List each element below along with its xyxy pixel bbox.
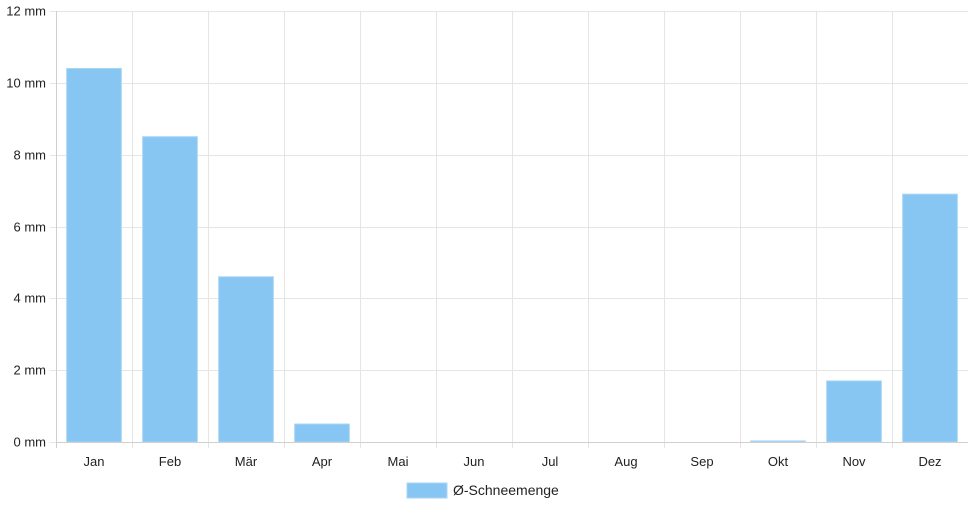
x-tick-label: Feb	[159, 454, 181, 469]
bar-Dez[interactable]	[902, 193, 958, 443]
y-tick-label: 4 mm	[14, 291, 47, 306]
x-tick-label: Mai	[388, 454, 409, 469]
grid-lines	[50, 11, 968, 448]
x-tick-label: Jun	[464, 454, 485, 469]
axes: 0 mm 2 mm 4 mm 6 mm 8 mm 10 mm 12 mm Jan Feb Mär A…	[6, 4, 968, 469]
x-tick-label: Nov	[842, 454, 866, 469]
y-tick-label: 0 mm	[14, 435, 47, 450]
bar-Jan[interactable]	[66, 67, 122, 443]
x-tick-label: Aug	[614, 454, 637, 469]
y-tick-label: 12 mm	[6, 4, 46, 19]
legend-label: Ø-Schneemenge	[453, 482, 559, 498]
x-tick-label: Apr	[312, 454, 333, 469]
y-tick-label: 8 mm	[14, 148, 47, 163]
y-tick-label: 6 mm	[14, 220, 47, 235]
bars	[66, 67, 958, 443]
x-tick-label: Dez	[918, 454, 941, 469]
legend[interactable]: Ø-Schneemenge	[406, 482, 559, 499]
bar-Okt[interactable]	[750, 440, 806, 443]
x-tick-label: Jan	[84, 454, 105, 469]
x-tick-label: Jul	[542, 454, 559, 469]
x-tick-label: Sep	[690, 454, 713, 469]
y-tick-label: 2 mm	[14, 363, 47, 378]
y-tick-label: 10 mm	[6, 76, 46, 91]
legend-swatch	[406, 482, 448, 499]
bar-Feb[interactable]	[142, 136, 198, 443]
bar-Nov[interactable]	[826, 380, 882, 443]
x-tick-label: Okt	[768, 454, 789, 469]
bar-Apr[interactable]	[294, 423, 350, 443]
x-tick-label: Mär	[235, 454, 258, 469]
bar-Mär[interactable]	[218, 276, 274, 443]
